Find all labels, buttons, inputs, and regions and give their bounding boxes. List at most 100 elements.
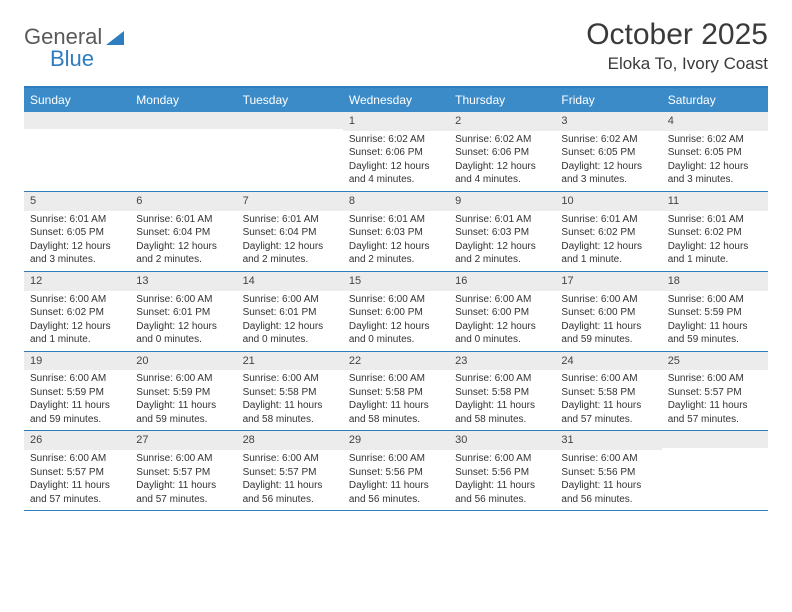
day-cell: 26Sunrise: 6:00 AMSunset: 5:57 PMDayligh… (24, 431, 130, 510)
day-number (24, 112, 130, 129)
day-header-row: SundayMondayTuesdayWednesdayThursdayFrid… (24, 88, 768, 112)
day-info: Sunrise: 6:01 AMSunset: 6:03 PMDaylight:… (449, 213, 555, 267)
sunset-text: Sunset: 5:57 PM (243, 466, 337, 480)
daylight-text: Daylight: 12 hours and 0 minutes. (243, 320, 337, 347)
day-number: 30 (449, 431, 555, 450)
day-number: 31 (555, 431, 661, 450)
day-number: 5 (24, 192, 130, 211)
daylight-text: Daylight: 12 hours and 3 minutes. (30, 240, 124, 267)
sunrise-text: Sunrise: 6:00 AM (668, 372, 762, 386)
sunrise-text: Sunrise: 6:00 AM (243, 452, 337, 466)
day-cell: 5Sunrise: 6:01 AMSunset: 6:05 PMDaylight… (24, 192, 130, 271)
sunset-text: Sunset: 5:58 PM (243, 386, 337, 400)
day-cell: 13Sunrise: 6:00 AMSunset: 6:01 PMDayligh… (130, 272, 236, 351)
day-header-cell: Wednesday (343, 88, 449, 112)
day-number: 2 (449, 112, 555, 131)
day-cell: 28Sunrise: 6:00 AMSunset: 5:57 PMDayligh… (237, 431, 343, 510)
daylight-text: Daylight: 11 hours and 56 minutes. (561, 479, 655, 506)
sunrise-text: Sunrise: 6:01 AM (30, 213, 124, 227)
daylight-text: Daylight: 12 hours and 1 minute. (30, 320, 124, 347)
day-header-cell: Saturday (662, 88, 768, 112)
daylight-text: Daylight: 11 hours and 57 minutes. (136, 479, 230, 506)
day-number: 16 (449, 272, 555, 291)
day-number: 23 (449, 352, 555, 371)
day-cell: 2 Sunrise: 6:02 AMSunset: 6:06 PMDaylight… (449, 112, 555, 191)
day-number: 24 (555, 352, 661, 371)
day-number: 21 (237, 352, 343, 371)
day-cell: 18Sunrise: 6:00 AMSunset: 5:59 PMDayligh… (662, 272, 768, 351)
daylight-text: Daylight: 12 hours and 0 minutes. (349, 320, 443, 347)
day-number: 15 (343, 272, 449, 291)
day-info: Sunrise: 6:00 AMSunset: 5:58 PMDaylight:… (555, 372, 661, 426)
sunrise-text: Sunrise: 6:00 AM (349, 452, 443, 466)
day-info: Sunrise: 6:00 AMSunset: 5:57 PMDaylight:… (662, 372, 768, 426)
daylight-text: Daylight: 11 hours and 59 minutes. (30, 399, 124, 426)
day-header-cell: Monday (130, 88, 236, 112)
day-info: Sunrise: 6:01 AMSunset: 6:02 PMDaylight:… (662, 213, 768, 267)
daylight-text: Daylight: 11 hours and 56 minutes. (455, 479, 549, 506)
day-cell: 12Sunrise: 6:00 AMSunset: 6:02 PMDayligh… (24, 272, 130, 351)
sunset-text: Sunset: 5:57 PM (30, 466, 124, 480)
day-header-cell: Tuesday (237, 88, 343, 112)
day-cell: 8Sunrise: 6:01 AMSunset: 6:03 PMDaylight… (343, 192, 449, 271)
daylight-text: Daylight: 11 hours and 56 minutes. (243, 479, 337, 506)
title-block: October 2025 Eloka To, Ivory Coast (586, 18, 768, 74)
day-cell: 7Sunrise: 6:01 AMSunset: 6:04 PMDaylight… (237, 192, 343, 271)
day-cell: 24Sunrise: 6:00 AMSunset: 5:58 PMDayligh… (555, 352, 661, 431)
day-info: Sunrise: 6:00 AMSunset: 5:57 PMDaylight:… (130, 452, 236, 506)
sunrise-text: Sunrise: 6:00 AM (561, 293, 655, 307)
sunrise-text: Sunrise: 6:01 AM (455, 213, 549, 227)
day-number: 8 (343, 192, 449, 211)
sunrise-text: Sunrise: 6:00 AM (30, 452, 124, 466)
day-number: 20 (130, 352, 236, 371)
sunset-text: Sunset: 6:06 PM (349, 146, 443, 160)
day-number: 4 (662, 112, 768, 131)
daylight-text: Daylight: 12 hours and 3 minutes. (668, 160, 762, 187)
day-info: Sunrise: 6:00 AMSunset: 6:00 PMDaylight:… (555, 293, 661, 347)
daylight-text: Daylight: 11 hours and 56 minutes. (349, 479, 443, 506)
day-number: 3 (555, 112, 661, 131)
daylight-text: Daylight: 12 hours and 2 minutes. (455, 240, 549, 267)
sunset-text: Sunset: 6:05 PM (561, 146, 655, 160)
day-cell: 22Sunrise: 6:00 AMSunset: 5:58 PMDayligh… (343, 352, 449, 431)
day-info: Sunrise: 6:00 AMSunset: 5:58 PMDaylight:… (343, 372, 449, 426)
day-cell (130, 112, 236, 191)
day-number: 11 (662, 192, 768, 211)
sunrise-text: Sunrise: 6:00 AM (455, 452, 549, 466)
day-cell: 15 Sunrise: 6:00 AMSunset: 6:00 PMDayligh… (343, 272, 449, 351)
daylight-text: Daylight: 12 hours and 4 minutes. (349, 160, 443, 187)
sunrise-text: Sunrise: 6:00 AM (136, 293, 230, 307)
header: General October 2025 Eloka To, Ivory Coa… (24, 18, 768, 74)
sunset-text: Sunset: 5:59 PM (30, 386, 124, 400)
week-row: 19Sunrise: 6:00 AMSunset: 5:59 PMDayligh… (24, 352, 768, 432)
sunrise-text: Sunrise: 6:01 AM (668, 213, 762, 227)
sunrise-text: Sunrise: 6:00 AM (668, 293, 762, 307)
day-cell: 19Sunrise: 6:00 AMSunset: 5:59 PMDayligh… (24, 352, 130, 431)
daylight-text: Daylight: 12 hours and 2 minutes. (136, 240, 230, 267)
calendar: SundayMondayTuesdayWednesdayThursdayFrid… (24, 86, 768, 511)
sunrise-text: Sunrise: 6:01 AM (243, 213, 337, 227)
sunset-text: Sunset: 6:02 PM (561, 226, 655, 240)
sunrise-text: Sunrise: 6:00 AM (455, 372, 549, 386)
daylight-text: Daylight: 11 hours and 58 minutes. (455, 399, 549, 426)
daylight-text: Daylight: 11 hours and 57 minutes. (561, 399, 655, 426)
day-info: Sunrise: 6:00 AMSunset: 5:59 PMDaylight:… (662, 293, 768, 347)
day-header-cell: Thursday (449, 88, 555, 112)
sunset-text: Sunset: 6:01 PM (136, 306, 230, 320)
day-cell (237, 112, 343, 191)
day-info: Sunrise: 6:02 AMSunset: 6:06 PMDaylight:… (449, 133, 555, 187)
week-row: 5Sunrise: 6:01 AMSunset: 6:05 PMDaylight… (24, 192, 768, 272)
day-info: Sunrise: 6:00 AMSunset: 5:56 PMDaylight:… (343, 452, 449, 506)
location: Eloka To, Ivory Coast (586, 54, 768, 74)
daylight-text: Daylight: 11 hours and 57 minutes. (30, 479, 124, 506)
day-info: Sunrise: 6:00 AMSunset: 5:58 PMDaylight:… (237, 372, 343, 426)
day-info: Sunrise: 6:00 AMSunset: 6:00 PMDaylight:… (343, 293, 449, 347)
day-number: 19 (24, 352, 130, 371)
day-number (662, 431, 768, 448)
sunset-text: Sunset: 6:00 PM (455, 306, 549, 320)
sunset-text: Sunset: 5:58 PM (561, 386, 655, 400)
day-info: Sunrise: 6:02 AMSunset: 6:06 PMDaylight:… (343, 133, 449, 187)
sunrise-text: Sunrise: 6:02 AM (455, 133, 549, 147)
day-cell: 10Sunrise: 6:01 AMSunset: 6:02 PMDayligh… (555, 192, 661, 271)
sunrise-text: Sunrise: 6:00 AM (136, 372, 230, 386)
